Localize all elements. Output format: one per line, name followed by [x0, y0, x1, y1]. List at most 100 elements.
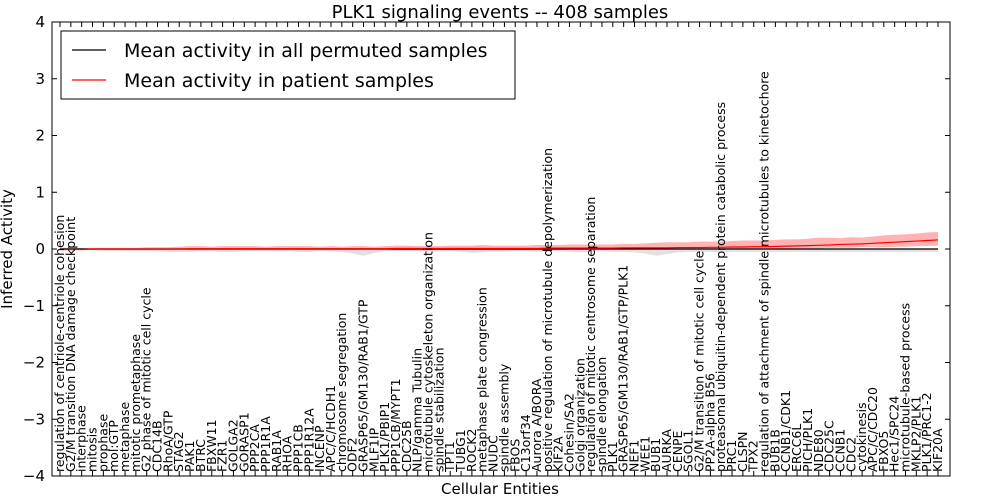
x-tick-label: CLSPN [735, 431, 750, 472]
x-tick-label: mitotic prometaphase [128, 334, 143, 472]
x-tick-label: CDC25B [399, 420, 414, 472]
x-tick-label: MKLP2/PLK1 [908, 396, 923, 472]
x-tick-label: spindle assembly [496, 363, 511, 472]
x-tick-label: metaphase plate congression [475, 287, 490, 472]
x-tick-label: CCNB1 [832, 429, 847, 472]
legend: Mean activity in all permuted samples Me… [60, 30, 516, 100]
x-tick-label: Hec1/SPC24 [887, 396, 902, 472]
x-tick-label: metaphase [117, 402, 132, 472]
x-tick-label: interphase [74, 405, 89, 472]
x-tick-label: Cohesin/SA2 [561, 393, 576, 472]
x-tick-label: PAK1 [182, 441, 197, 472]
x-tick-label: AURKA [659, 429, 674, 472]
x-tick-label: PPP1R12A [301, 408, 316, 472]
y-tick-label: 4 [35, 13, 45, 31]
x-tick-label: Golgi organization [572, 358, 587, 472]
x-tick-label: TPT1 [442, 441, 457, 473]
x-tick-label: chromosome segregation [334, 313, 349, 472]
x-tick-label: FBOS [507, 439, 522, 472]
x-tick-label: RhoA/GTP [160, 410, 175, 472]
x-tick-label: RAB1A [269, 430, 284, 472]
y-tick-label: 2 [35, 127, 45, 145]
x-tick-label: GRASP65/GM130/RAB1/GTP/PLK1 [616, 265, 631, 472]
x-tick-label: NEF1 [626, 440, 641, 472]
x-tick-label: cytokinesis [854, 402, 869, 472]
x-tick-label: PPP1R1A [258, 416, 273, 472]
x-tick-label: ODF2 [345, 437, 360, 472]
x-tick-label: microtubule cytoskeleton organization [421, 232, 436, 472]
x-tick-label: ERCC6L [789, 424, 804, 472]
x-tick-label: FBXW11 [204, 419, 219, 472]
x-axis-label: Cellular Entities [441, 480, 559, 498]
x-tick-label: PRC1 [724, 440, 739, 472]
x-tick-label: PP2A-alpha B56 [702, 373, 717, 472]
x-tick-label: mol:GTP [106, 420, 121, 472]
chart-title: PLK1 signaling events -- 408 samples [332, 2, 669, 23]
x-tick-label: C13orf34 [518, 414, 533, 472]
x-tick-label: PLK1/PRC1-2 [919, 392, 934, 472]
x-tick-label: NDE80 [811, 429, 826, 472]
x-tick-label: CDC2 [843, 437, 858, 472]
x-tick-label: MLF1IP [366, 427, 381, 472]
x-tick-label: KIF20A [930, 428, 945, 472]
y-tick-label: 1 [35, 183, 45, 201]
y-tick-label: −4 [23, 467, 45, 485]
x-tick-label: INCENP [312, 425, 327, 472]
x-tick-label: microtubule-based process [897, 303, 912, 472]
x-tick-label: SGOL1 [681, 430, 696, 472]
patient-confidence-band [60, 231, 938, 251]
x-tick-label: prophase [95, 414, 110, 472]
x-tick-label: TUBG1 [453, 429, 468, 473]
x-tick-label: STAG2 [171, 431, 186, 472]
x-tick-label: PLK1 [605, 441, 620, 472]
x-tick-label: positive regulation of microtubule depol… [540, 148, 555, 472]
x-tick-label: CDC14B [150, 420, 165, 472]
x-tick-label: RHOA [280, 435, 295, 472]
x-tick-label: ROCK2 [464, 429, 479, 472]
x-tick-label: PPP1CB [290, 424, 305, 472]
x-tick-label: CDC25C [822, 420, 837, 472]
y-tick-label: −3 [23, 410, 45, 428]
y-tick-label: −1 [23, 297, 45, 315]
x-tick-label: regulation of centriole-centriole cohesi… [52, 215, 67, 472]
x-tick-label: G2/M transition DNA damage checkpoint [63, 217, 78, 472]
series-line-patient [60, 239, 939, 251]
x-tick-label: CENPE [670, 430, 685, 472]
x-tick-label: spindle elongation [594, 357, 609, 472]
x-tick-label: NUDC [486, 435, 501, 472]
x-tick-label: G2/M transition of mitotic cell cycle [692, 250, 707, 472]
x-tick-label: BUB1 [648, 438, 663, 472]
x-tick-label: NLP/gamma Tubulin [410, 348, 425, 472]
legend-label-patient: Mean activity in patient samples [124, 70, 434, 92]
y-axis-label: Inferred Activity [0, 189, 16, 309]
y-tick-label: 3 [35, 70, 45, 88]
x-tick-label: CCNB1/CDK1 [778, 390, 793, 472]
legend-label-permuted: Mean activity in all permuted samples [124, 40, 487, 62]
x-tick-label: Aurora A/BORA [529, 378, 544, 472]
x-tick-label: PPP1CB/MYPT1 [388, 378, 403, 472]
x-tick-label: GOLGA2 [225, 419, 240, 472]
x-tick-label: FZR1 [215, 440, 230, 472]
x-tick-label: PPP2CA [247, 424, 262, 472]
x-tick-label: APC/C/CDC20 [865, 387, 880, 472]
x-tick-label: BTRC [193, 439, 208, 472]
x-tick-label: BUB1B [767, 429, 782, 472]
x-tick-label: regulation of mitotic centrosome separat… [583, 197, 598, 472]
x-tick-label: WEE1 [637, 436, 652, 472]
y-tick-label: −2 [23, 354, 45, 372]
permuted-confidence-band [60, 248, 938, 256]
x-tick-label: G2 phase of mitotic cell cycle [139, 287, 154, 472]
x-tick-label: GRASP65/GM130/RAB1/GTP [356, 299, 371, 472]
x-tick-label: GORASP1 [236, 412, 251, 472]
x-tick-label: KIF2A [551, 436, 566, 472]
x-tick-label: FBXO5 [876, 431, 891, 472]
x-tick-label: proteasomal ubiquitin-dependent protein … [713, 102, 728, 472]
x-tick-label: APC/C/HCDH1 [323, 385, 338, 472]
x-tick-label: TPX2 [746, 440, 761, 473]
x-tick-label: spindle stabilization [431, 347, 446, 472]
x-tick-label: mitosis [85, 427, 100, 472]
x-tick-label: regulation of attachment of spindle micr… [757, 71, 772, 472]
x-tick-label: PLK1/PBIP1 [377, 402, 392, 472]
y-tick-label: 0 [35, 240, 45, 258]
